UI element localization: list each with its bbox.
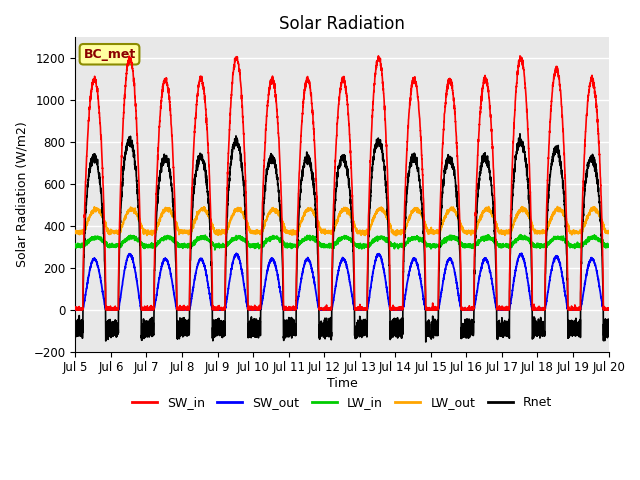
LW_in bbox=[322, 242, 330, 248]
SW_in bbox=[461, 307, 469, 312]
LW_in bbox=[72, 241, 79, 247]
Rnet bbox=[432, 330, 440, 336]
Text: BC_met: BC_met bbox=[83, 48, 136, 61]
Y-axis label: Solar Radiation (W/m2): Solar Radiation (W/m2) bbox=[15, 121, 28, 267]
Rnet bbox=[605, 333, 612, 339]
Rnet bbox=[72, 330, 79, 336]
LW_in bbox=[461, 244, 469, 250]
Title: Solar Radiation: Solar Radiation bbox=[279, 15, 405, 33]
SW_in bbox=[322, 305, 330, 311]
SW_out bbox=[492, 300, 499, 306]
LW_out bbox=[554, 204, 561, 210]
Rnet bbox=[461, 333, 469, 338]
LW_in bbox=[211, 247, 219, 253]
SW_out bbox=[604, 307, 612, 312]
SW_out bbox=[167, 273, 175, 279]
SW_in bbox=[432, 305, 440, 311]
LW_out bbox=[167, 209, 175, 215]
SW_in bbox=[168, 123, 175, 129]
Rnet bbox=[492, 252, 499, 257]
Line: SW_in: SW_in bbox=[76, 56, 609, 310]
Rnet bbox=[167, 181, 175, 187]
Line: LW_out: LW_out bbox=[76, 207, 609, 236]
Legend: SW_in, SW_out, LW_in, LW_out, Rnet: SW_in, SW_out, LW_in, LW_out, Rnet bbox=[127, 391, 557, 414]
SW_out bbox=[322, 305, 330, 311]
LW_out bbox=[72, 228, 79, 234]
LW_in bbox=[604, 244, 612, 250]
SW_out bbox=[432, 306, 440, 312]
LW_in bbox=[167, 234, 175, 240]
Rnet bbox=[604, 317, 612, 323]
Line: SW_out: SW_out bbox=[76, 253, 609, 310]
LW_in bbox=[516, 232, 524, 238]
LW_in bbox=[492, 238, 499, 243]
Rnet bbox=[322, 333, 330, 338]
X-axis label: Time: Time bbox=[326, 377, 357, 390]
SW_out bbox=[605, 307, 612, 312]
LW_out bbox=[392, 233, 400, 239]
LW_out bbox=[605, 229, 612, 235]
Rnet bbox=[516, 131, 524, 137]
LW_in bbox=[605, 244, 612, 250]
Line: LW_in: LW_in bbox=[76, 235, 609, 250]
LW_out bbox=[492, 219, 499, 225]
SW_out bbox=[232, 251, 240, 256]
SW_out bbox=[72, 307, 79, 312]
SW_out bbox=[461, 307, 469, 312]
SW_in bbox=[374, 53, 382, 59]
LW_out bbox=[322, 229, 330, 235]
LW_out bbox=[604, 230, 612, 236]
Line: Rnet: Rnet bbox=[76, 134, 609, 342]
LW_in bbox=[432, 243, 440, 249]
SW_in bbox=[492, 237, 499, 242]
SW_in bbox=[72, 306, 79, 312]
Rnet bbox=[422, 339, 429, 345]
SW_in bbox=[604, 305, 612, 311]
LW_out bbox=[461, 230, 469, 236]
SW_in bbox=[72, 307, 79, 312]
LW_out bbox=[432, 230, 440, 236]
SW_in bbox=[605, 307, 612, 312]
